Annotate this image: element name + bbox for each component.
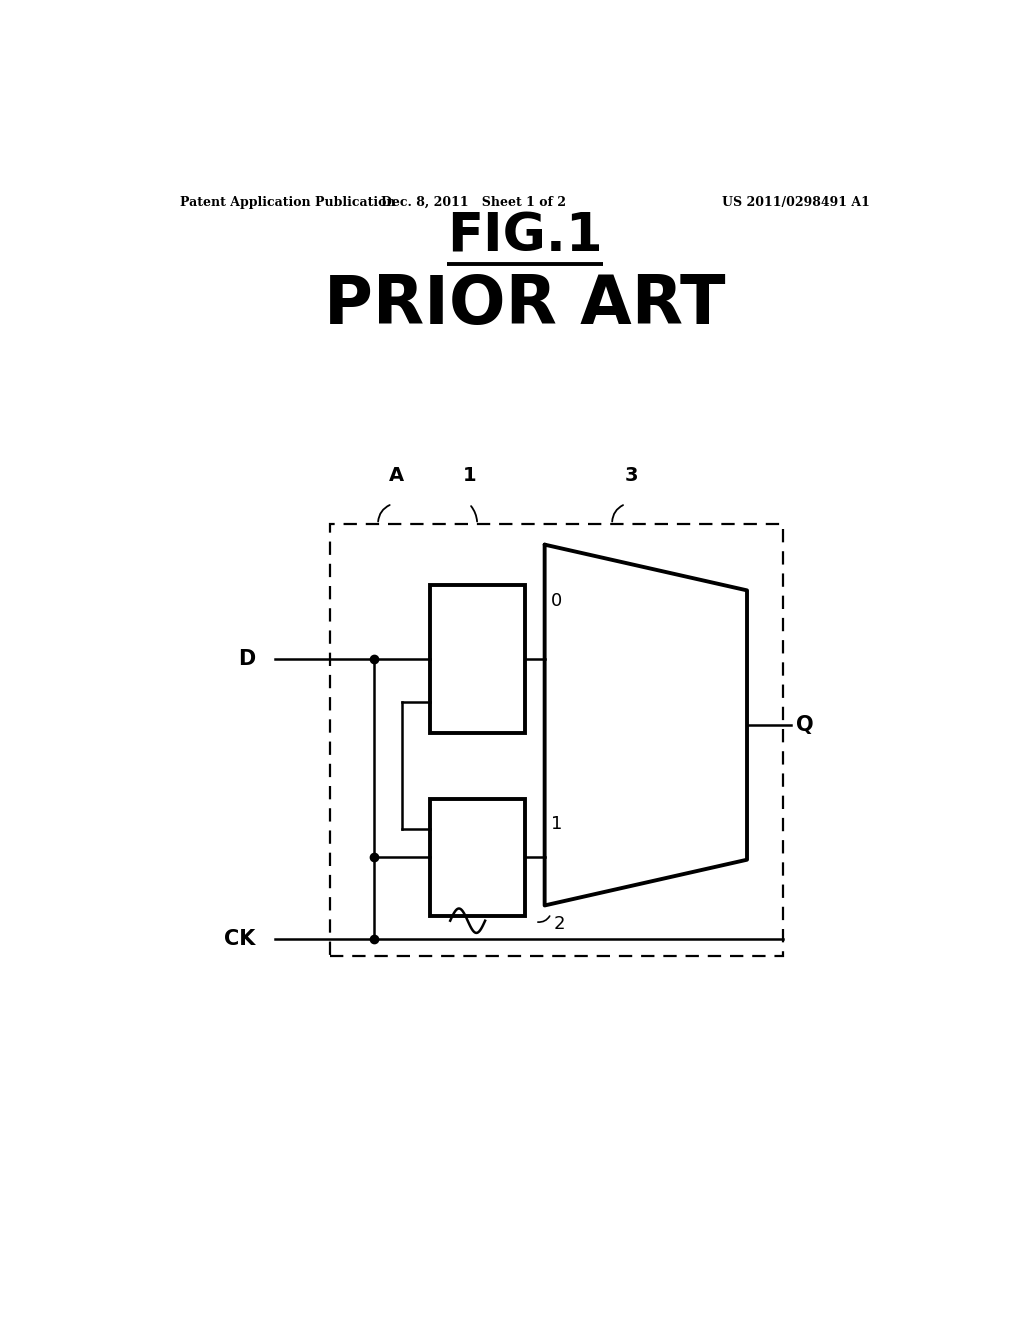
Text: 3: 3 [626,466,639,484]
Bar [430,799,525,916]
Text: PRIOR ART: PRIOR ART [324,272,726,338]
Bar [430,585,525,733]
Text: Dec. 8, 2011   Sheet 1 of 2: Dec. 8, 2011 Sheet 1 of 2 [381,195,565,209]
Text: Q: Q [797,715,814,735]
Text: Patent Application Publication: Patent Application Publication [179,195,395,209]
Text: 1: 1 [463,466,476,484]
Text: CK: CK [223,929,255,949]
Text: 0: 0 [551,591,562,610]
Text: US 2011/0298491 A1: US 2011/0298491 A1 [722,195,870,209]
Text: D: D [238,649,255,669]
Text: FIG.1: FIG.1 [447,210,602,263]
Bar [331,524,782,956]
Text: 2: 2 [553,915,565,933]
Text: 1: 1 [551,816,562,833]
Text: A: A [389,466,403,484]
